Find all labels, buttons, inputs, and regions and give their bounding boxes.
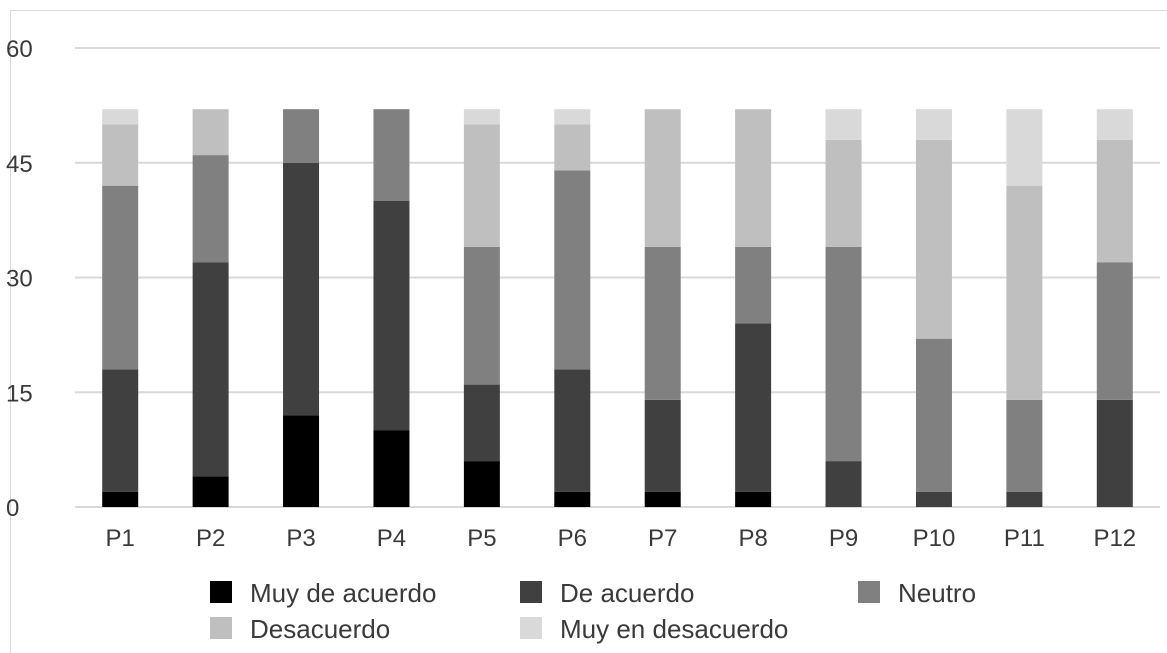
bar-segment-p5-series-1 <box>463 384 500 462</box>
bar-segment-p7-series-2 <box>644 246 681 400</box>
bar-segment-p8-series-1 <box>735 323 772 492</box>
x-tick-label: P11 <box>1004 525 1045 552</box>
chart-frame <box>10 10 1167 653</box>
bar-segment-p5-series-3 <box>463 124 500 247</box>
bar-segment-p8-series-3 <box>735 109 772 247</box>
bar-segment-p7-series-3 <box>644 109 681 247</box>
bar-segment-p7-series-1 <box>644 399 681 492</box>
bar-segment-p10-series-4 <box>915 109 952 140</box>
bar-segment-p4-series-0 <box>373 430 410 507</box>
bar-segment-p9-series-1 <box>825 461 862 507</box>
y-axis-ticks: 0 15 30 45 60 <box>6 36 33 522</box>
bar-segment-p6-series-3 <box>554 124 591 171</box>
x-tick-label: P12 <box>1093 525 1136 552</box>
bar-segment-p5-series-4 <box>463 109 500 125</box>
bar-segment-p8-series-2 <box>735 246 772 324</box>
legend-swatch <box>520 581 542 603</box>
x-tick-label: P5 <box>467 525 496 552</box>
y-tick-label: 15 <box>6 380 33 407</box>
bar-segment-p11-series-4 <box>1006 109 1043 186</box>
bar-segment-p12-series-1 <box>1096 399 1133 507</box>
bar-segment-p12-series-4 <box>1096 109 1133 140</box>
bar-segment-p2-series-1 <box>192 262 229 477</box>
bar-segment-p10-series-1 <box>915 491 952 507</box>
legend-label: Desacuerdo <box>250 614 390 644</box>
bar-segment-p3-series-1 <box>283 162 320 416</box>
x-tick-label: P10 <box>913 525 956 552</box>
bar-segment-p6-series-0 <box>554 491 591 507</box>
bar-segment-p1-series-2 <box>102 185 139 370</box>
bar-segment-p1-series-0 <box>102 491 139 507</box>
x-tick-label: P9 <box>829 525 858 552</box>
legend-swatch <box>520 617 542 639</box>
x-axis-ticks: P1 P2 P3 P4 P5 P6 P7 P8 P9 P10 P11 P12 <box>106 525 1137 552</box>
y-tick-label: 0 <box>6 495 19 522</box>
legend-label: Neutro <box>898 578 976 608</box>
bar-segment-p2-series-3 <box>192 109 229 156</box>
x-tick-label: P4 <box>377 525 406 552</box>
bar-segment-p3-series-2 <box>283 109 320 163</box>
x-tick-label: P2 <box>196 525 225 552</box>
y-tick-label: 60 <box>6 36 33 63</box>
x-tick-label: P6 <box>558 525 587 552</box>
bar-segment-p11-series-1 <box>1006 491 1043 507</box>
legend-swatch <box>858 581 880 603</box>
x-tick-label: P3 <box>286 525 315 552</box>
bar-segment-p6-series-4 <box>554 109 591 125</box>
legend-label: De acuerdo <box>560 578 694 608</box>
x-tick-label: P8 <box>738 525 767 552</box>
legend-swatch <box>210 581 232 603</box>
legend-swatch <box>210 617 232 639</box>
bar-segment-p5-series-2 <box>463 246 500 385</box>
legend-label: Muy en desacuerdo <box>560 614 788 644</box>
bar-segment-p2-series-2 <box>192 155 229 263</box>
bar-segment-p2-series-0 <box>192 476 229 507</box>
legend-label: Muy de acuerdo <box>250 578 436 608</box>
bar-segment-p6-series-2 <box>554 170 591 370</box>
bar-segment-p6-series-1 <box>554 369 591 492</box>
bar-segment-p1-series-3 <box>102 124 139 186</box>
bar-segment-p9-series-2 <box>825 246 862 462</box>
bar-segment-p1-series-1 <box>102 369 139 492</box>
bar-segment-p12-series-2 <box>1096 262 1133 400</box>
x-tick-label: P1 <box>106 525 135 552</box>
gridlines <box>75 47 1160 508</box>
y-tick-label: 30 <box>6 266 33 293</box>
bar-segment-p10-series-3 <box>915 139 952 339</box>
bar-segment-p8-series-0 <box>735 491 772 507</box>
bar-segment-p1-series-4 <box>102 109 139 125</box>
bar-segment-p4-series-2 <box>373 109 410 201</box>
y-tick-label: 45 <box>6 151 33 178</box>
bar-segment-p10-series-2 <box>915 338 952 492</box>
bar-segment-p4-series-1 <box>373 201 410 431</box>
bar-segment-p11-series-3 <box>1006 185 1043 400</box>
bar-segment-p12-series-3 <box>1096 139 1133 263</box>
bar-segment-p5-series-0 <box>463 461 500 507</box>
bars <box>102 109 1133 507</box>
bar-segment-p9-series-3 <box>825 139 862 247</box>
bar-segment-p11-series-2 <box>1006 399 1043 492</box>
bar-segment-p7-series-0 <box>644 491 681 507</box>
bar-segment-p3-series-0 <box>283 415 320 507</box>
x-tick-label: P7 <box>648 525 677 552</box>
bar-segment-p9-series-4 <box>825 109 862 140</box>
legend: Muy de acuerdo De acuerdo Neutro Desacuerdo… <box>210 578 976 644</box>
